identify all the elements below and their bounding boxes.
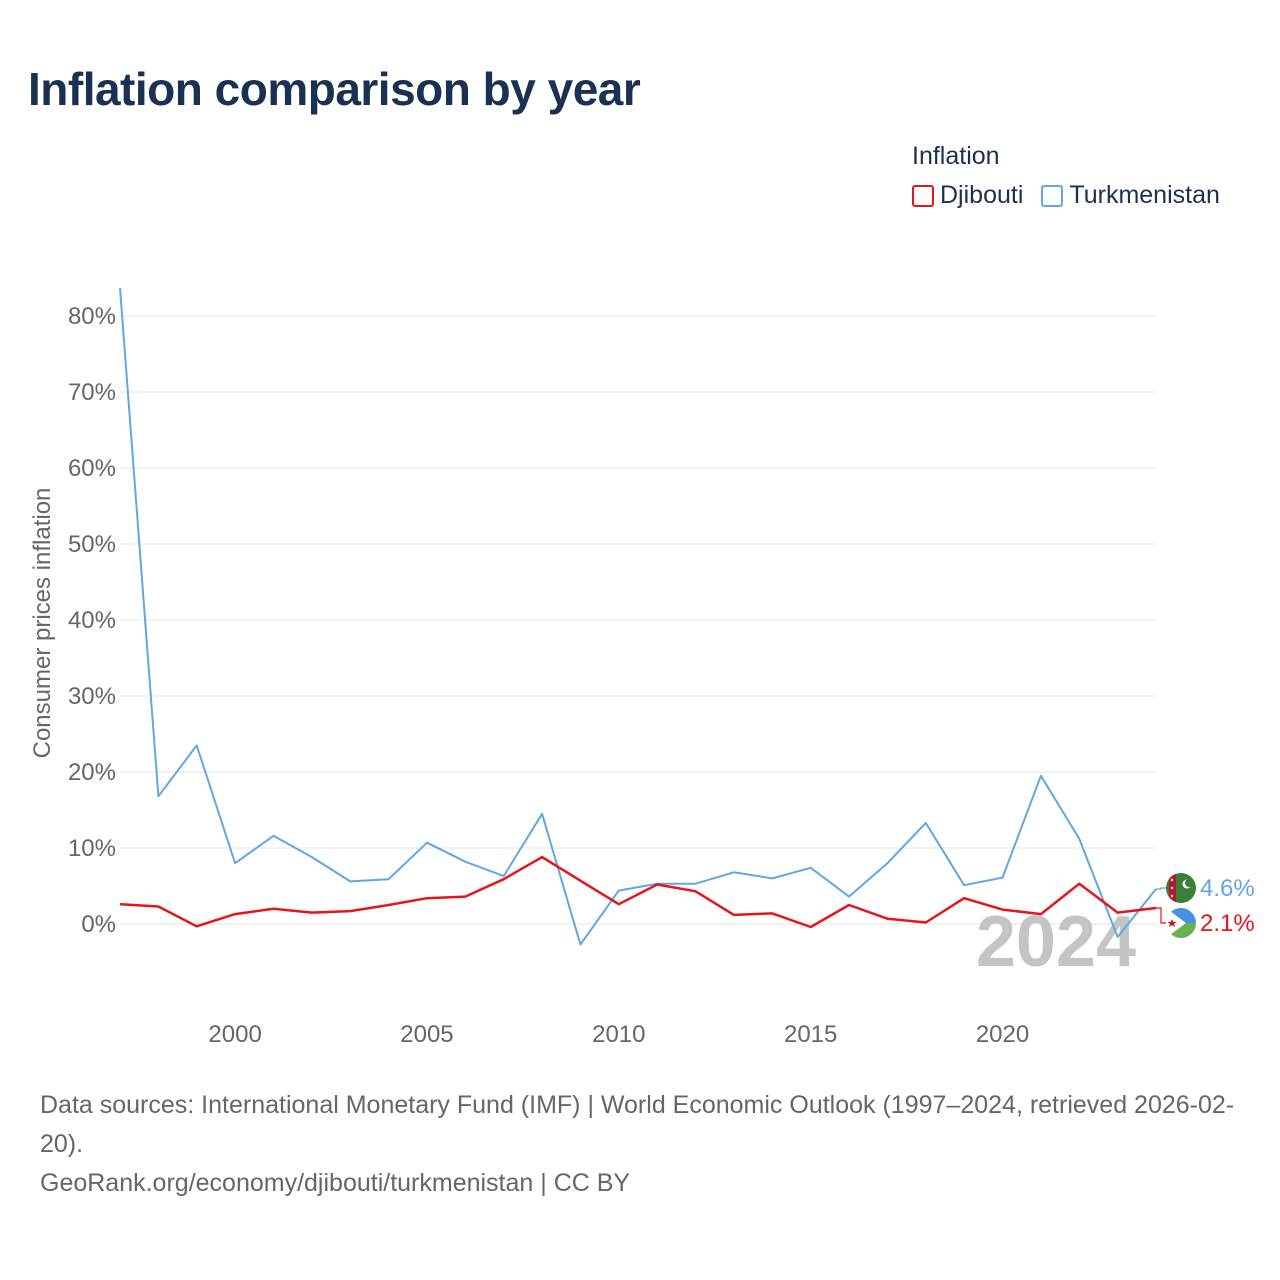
chart-title: Inflation comparison by year (28, 63, 641, 115)
end-label-turkmenistan: 4.6% (1200, 875, 1255, 902)
series-end-labels: 4.6% 2.1% (1156, 873, 1255, 938)
x-tick-label: 2020 (976, 1021, 1029, 1048)
end-connector-djibouti (1156, 907, 1166, 924)
legend: Inflation Djibouti Turkmenistan (912, 142, 1220, 210)
series-line-turkmenistan[interactable] (119, 287, 1157, 946)
series-lines (119, 287, 1157, 946)
legend-item-djibouti[interactable]: Djibouti (912, 181, 1023, 210)
y-axis-tick-labels: 0% 10% 20% 30% 40% 50% 60% 70% 80% (68, 303, 116, 938)
legend-title: Inflation (912, 142, 1000, 170)
current-year-label: 2024 (976, 902, 1136, 982)
legend-swatch-djibouti (912, 184, 934, 207)
y-axis-title: Consumer prices inflation (29, 488, 56, 759)
legend-label-djibouti: Djibouti (940, 181, 1024, 209)
end-label-djibouti: 2.1% (1200, 910, 1255, 937)
line-chart: 0%10%20%30%40%50%60%70%80% 2000 2005 2010 2… (29, 287, 1255, 1048)
x-tick-label: 2010 (592, 1021, 645, 1048)
legend-item-turkmenistan[interactable]: Turkmenistan (1041, 181, 1220, 210)
data-sources-text: Data sources: International Monetary Fun… (40, 1091, 1235, 1158)
gridlines (120, 315, 1156, 925)
turkmenistan-flag-icon (1166, 873, 1196, 903)
y-tick-label: 70% (68, 379, 116, 406)
x-tick-label: 2000 (208, 1021, 261, 1048)
y-tick-label: 10% (68, 835, 116, 862)
x-axis-tick-labels: 2000 2005 2010 2015 2020 (208, 1021, 1029, 1048)
y-tick-label: 60% (68, 455, 116, 482)
x-tick-label: 2015 (784, 1021, 837, 1048)
y-tick-label: 80% (68, 303, 116, 330)
legend-label-turkmenistan: Turkmenistan (1069, 181, 1220, 209)
y-tick-label: 20% (68, 759, 116, 786)
djibouti-flag-icon (1166, 908, 1196, 938)
legend-swatch-turkmenistan (1041, 184, 1064, 207)
end-connector-turkmenistan (1156, 887, 1166, 890)
footer: Data sources: International Monetary Fun… (40, 1086, 1250, 1203)
y-tick-label: 0% (81, 911, 116, 938)
x-tick-label: 2005 (400, 1021, 453, 1048)
credit-link[interactable]: GeoRank.org/economy/djibouti/turkmenista… (40, 1169, 631, 1197)
y-tick-label: 50% (68, 531, 116, 558)
series-line-djibouti[interactable] (119, 855, 1157, 929)
y-tick-label: 30% (68, 683, 116, 710)
y-tick-label: 40% (68, 607, 116, 634)
